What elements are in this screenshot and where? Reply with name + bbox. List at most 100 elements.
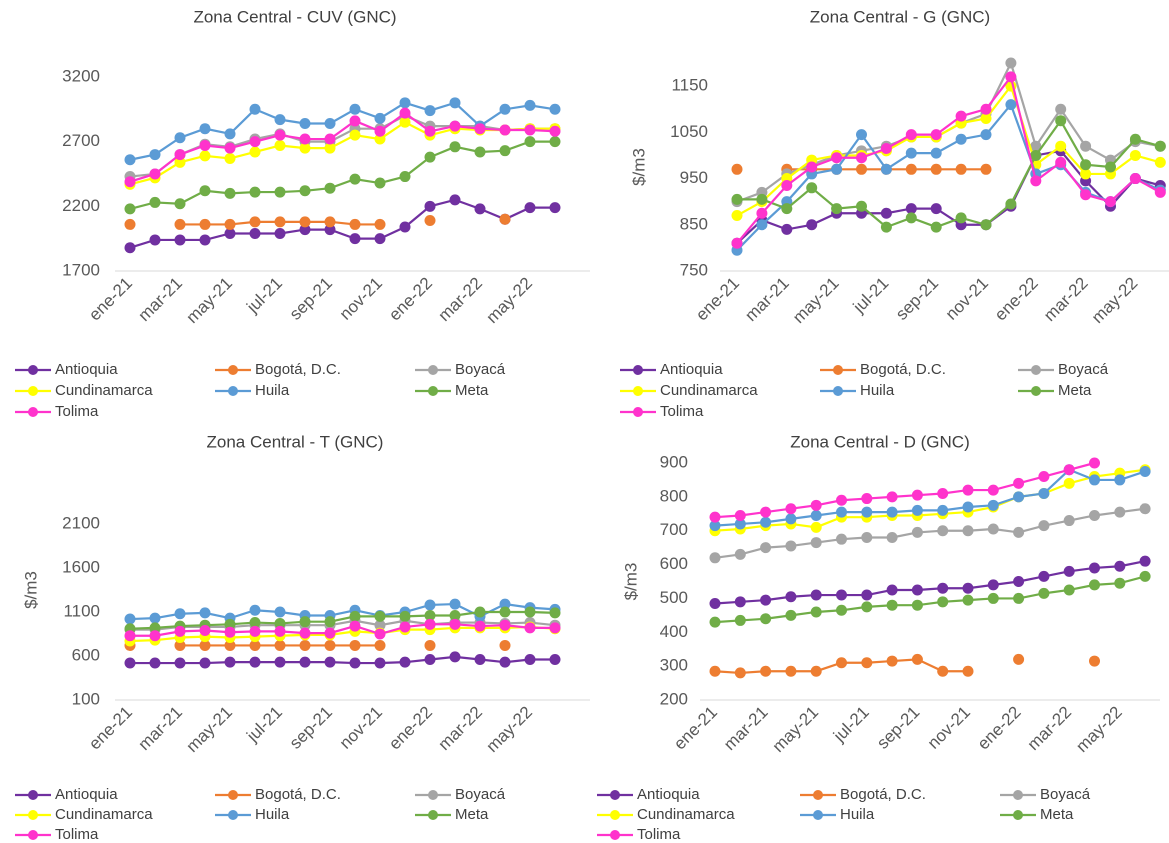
point [349,657,361,669]
point [905,212,917,224]
legend-label: Antioquia [637,786,700,803]
series-line [714,507,1146,559]
legend-marker [228,386,238,396]
point [1129,149,1141,161]
legend-marker [633,386,643,396]
point [1063,464,1075,476]
point [174,625,186,637]
x-tick-label: may-21 [789,274,843,328]
point [880,207,892,219]
point [199,140,211,152]
point [1055,103,1067,115]
point [810,509,822,521]
point [861,601,873,613]
point [549,103,561,115]
point [836,589,847,601]
point [1013,592,1025,604]
point [930,163,942,175]
point [937,525,949,537]
legend-marker [28,407,38,417]
point [1080,168,1092,180]
point [149,657,161,669]
point [349,103,361,115]
y-tick-label: 2100 [62,513,100,532]
legend-label: Huila [255,382,290,399]
point [1139,555,1151,567]
x-tick-label: ene-21 [670,703,721,754]
x-tick-label: sep-21 [892,274,942,324]
point [886,506,898,518]
x-tick-label: jul-21 [242,274,286,318]
point [810,606,822,618]
y-tick-label: 700 [660,520,688,539]
point [1139,570,1151,582]
point [549,607,561,619]
point [987,499,999,511]
point [349,639,361,651]
point [785,665,797,677]
point [149,149,161,161]
point [499,145,511,157]
point [930,203,942,215]
y-tick-label: 100 [72,689,100,708]
point [224,227,236,239]
point [911,489,923,501]
point [1038,487,1050,499]
y-tick-label: 200 [660,689,688,708]
series-line [736,74,1161,244]
point [731,237,743,249]
legend-label: Tolima [55,826,99,843]
y-tick-label: 2200 [62,196,100,215]
point [324,182,336,194]
x-tick-label: nov-21 [942,274,992,324]
y-tick-label: 1050 [670,122,708,141]
point [785,513,797,525]
x-tick-label: may-22 [1088,274,1142,328]
point [911,526,923,538]
point [474,123,486,135]
y-tick-label: 850 [680,214,708,233]
point [760,613,772,625]
point [349,610,361,622]
point [249,604,261,616]
point [499,124,511,136]
point [249,227,261,239]
chart-title: Zona Central - T (GNC) [207,432,384,451]
point [474,203,486,215]
legend-label: Boyacá [455,786,506,803]
point [756,207,768,219]
point [810,499,822,511]
chart-title: Zona Central - G (GNC) [810,7,990,26]
x-tick-label: jul-21 [829,703,873,747]
legend-label: Cundinamarca [660,382,758,399]
point [836,506,847,518]
point [299,639,311,651]
point [524,622,536,634]
legend-marker [28,790,38,800]
point [955,163,967,175]
point [930,129,942,141]
point [199,185,211,197]
y-tick-label: 300 [660,656,688,675]
point [374,639,386,651]
point [1129,133,1141,145]
point [781,223,793,235]
point [987,523,999,535]
chart-title: Zona Central - CUV (GNC) [193,7,396,26]
x-tick-label: nov-21 [336,274,386,324]
legend-label: Huila [840,806,875,823]
series-line [129,120,555,186]
legend-label: Meta [455,806,489,823]
legend-marker [428,810,438,820]
point [1089,562,1100,574]
legend-label: Bogotá, D.C. [255,361,341,378]
x-tick-label: ene-22 [385,274,436,325]
point [831,152,843,164]
point [962,484,974,496]
point [124,203,136,215]
point [731,163,743,175]
point [1063,584,1075,596]
point [1114,474,1126,486]
point [1089,509,1100,521]
point [249,103,261,115]
